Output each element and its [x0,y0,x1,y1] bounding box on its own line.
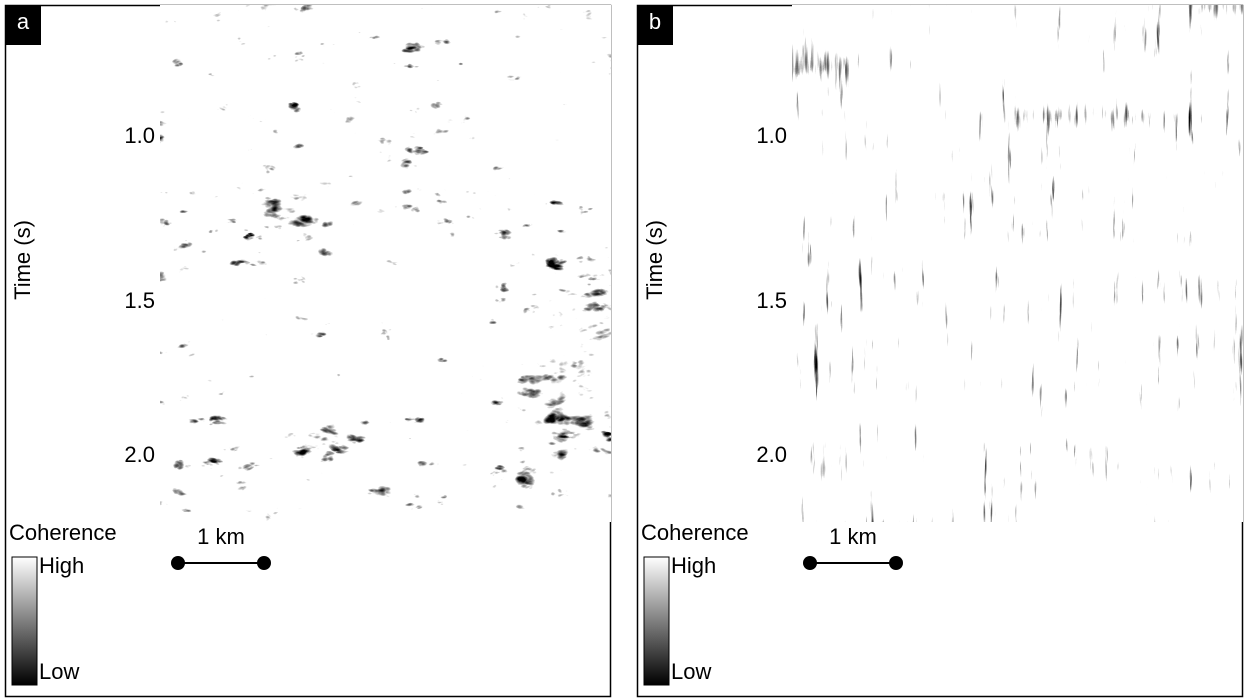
panel-label-box [5,5,41,45]
scale-bar-end [803,556,817,570]
colorbar-title: Coherence [641,520,749,545]
colorbar-high: High [39,553,84,578]
panel-label-box [637,5,673,45]
y-tick-label: 2.0 [756,442,787,467]
panels: a Time (s) 1.0 1.5 2.0 Coherence High Low 1 km b T… [4,4,1244,698]
seismic-image [792,5,1243,522]
panel-label: b [649,9,661,34]
colorbar-low: Low [671,659,711,684]
seismic-image [160,5,611,522]
colorbar [643,556,670,686]
scale-bar-end [889,556,903,570]
y-tick-label: 1.5 [756,288,787,313]
colorbar-title: Coherence [9,520,117,545]
panel-label: a [17,9,30,34]
scale-bar-label: 1 km [197,524,245,549]
y-axis-label: Time (s) [10,220,35,300]
y-tick-label: 1.0 [124,123,155,148]
panel: a Time (s) 1.0 1.5 2.0 Coherence High Low 1 km [4,4,612,698]
scale-bar-label: 1 km [829,524,877,549]
scale-bar-end [171,556,185,570]
colorbar-high: High [671,553,716,578]
scale-bar-end [257,556,271,570]
colorbar-low: Low [39,659,79,684]
y-axis-label: Time (s) [642,220,667,300]
colorbar [11,556,38,686]
y-tick-label: 1.0 [756,123,787,148]
y-tick-label: 1.5 [124,288,155,313]
y-tick-label: 2.0 [124,442,155,467]
panel: b Time (s) 1.0 1.5 2.0 Coherence High Low 1 km [636,4,1244,698]
